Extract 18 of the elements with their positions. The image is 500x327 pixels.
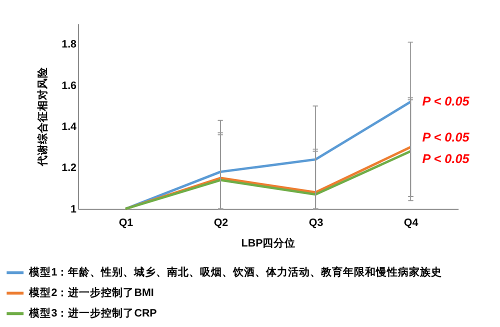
y-tick-label: 1.2	[62, 162, 77, 174]
y-tick-label: 1	[70, 203, 77, 216]
x-tick-label: Q4	[404, 216, 418, 229]
x-tick-label: Q2	[214, 216, 228, 229]
y-tick-label: 1.6	[62, 80, 77, 92]
legend-label: 模型3：进一步控制了CRP	[28, 306, 157, 320]
x-tick-label: Q3	[308, 216, 324, 229]
y-tick-label: 1.8	[62, 38, 77, 51]
line-series	[124, 100, 412, 210]
y-axis-title: 代谢综合征相对风险	[36, 66, 50, 168]
annotation: P < 0.05	[422, 94, 470, 109]
legend-label: 模型2：进一步控制了BMI	[28, 286, 154, 300]
x-tick-label: Q1	[118, 216, 134, 229]
legend-label: 模型1：年龄、性别、城乡、南北、吸烟、饮酒、体力活动、教育年限和慢性病家族史	[28, 266, 442, 279]
x-axis-title: LBP四分位	[241, 236, 296, 250]
y-tick-label: 1.4	[62, 120, 77, 133]
annotation: P < 0.05	[422, 152, 470, 166]
annotation: P < 0.05	[422, 130, 470, 144]
